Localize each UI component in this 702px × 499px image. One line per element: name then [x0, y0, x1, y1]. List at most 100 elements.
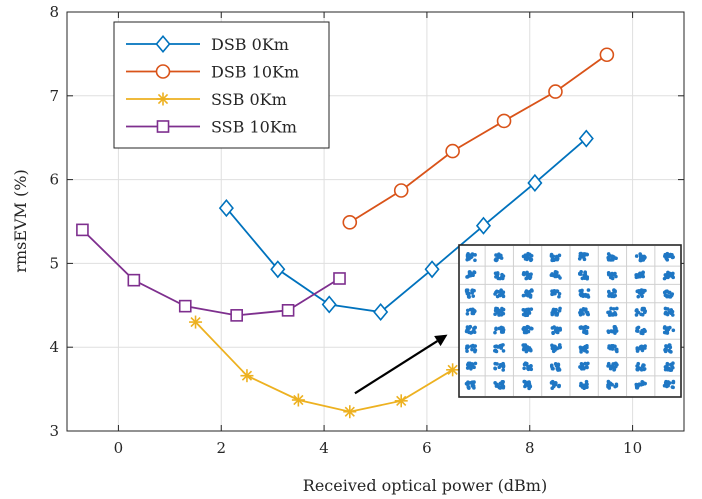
- constellation-point: [470, 289, 474, 293]
- constellation-point: [663, 252, 668, 257]
- constellation-point: [636, 310, 641, 315]
- constellation-point: [607, 290, 611, 295]
- constellation-cluster: [634, 270, 646, 280]
- constellation-point: [529, 272, 533, 276]
- constellation-point: [639, 312, 643, 317]
- constellation-point: [668, 368, 672, 372]
- constellation-point: [582, 254, 586, 259]
- constellation-point: [664, 310, 668, 315]
- constellation-point: [522, 346, 526, 350]
- constellation-point: [499, 310, 504, 314]
- constellation-point: [612, 324, 617, 329]
- constellation-cluster: [550, 289, 562, 299]
- constellation-cluster: [662, 270, 675, 281]
- legend-marker: [155, 64, 171, 79]
- constellation-cluster: [663, 306, 675, 317]
- constellation-point: [580, 276, 585, 281]
- data-point: [393, 183, 409, 198]
- constellation-point: [466, 382, 470, 387]
- constellation-point: [501, 368, 506, 372]
- data-point: [230, 309, 243, 322]
- legend-marker: [155, 34, 171, 54]
- constellation-cluster: [606, 379, 619, 390]
- constellation-point: [642, 310, 647, 315]
- constellation-point: [467, 271, 472, 276]
- constellation-cluster: [577, 251, 590, 262]
- constellation-point: [499, 345, 504, 349]
- constellation-point: [521, 272, 526, 277]
- legend-entry: DSB 0Km: [126, 34, 289, 54]
- legend-box: [113, 21, 330, 149]
- constellation-point: [521, 308, 526, 312]
- constellation-point: [670, 364, 674, 368]
- constellation-point: [639, 344, 644, 349]
- constellation-point: [671, 328, 676, 333]
- constellation-point: [555, 289, 559, 293]
- constellation-point: [472, 344, 476, 349]
- asterisk-stroke: [293, 394, 304, 406]
- constellation-point: [493, 344, 497, 349]
- constellation-point: [582, 273, 586, 278]
- constellation-point: [527, 382, 532, 387]
- data-point: [599, 47, 615, 63]
- constellation-point: [613, 311, 617, 315]
- constellation-point: [527, 256, 532, 260]
- asterisk-stroke: [447, 364, 458, 375]
- legend-entry: SSB 0Km: [126, 90, 287, 109]
- constellation-point: [670, 292, 675, 296]
- constellation-point: [612, 307, 616, 311]
- constellation-cluster: [549, 361, 562, 372]
- constellation-point: [467, 364, 472, 369]
- constellation-point: [638, 274, 642, 279]
- constellation-point: [582, 348, 587, 353]
- legend-marker: [156, 120, 170, 133]
- series-line: [225, 137, 587, 313]
- data-point: [178, 299, 192, 313]
- constellation-point: [495, 294, 500, 299]
- constellation-point: [465, 254, 470, 259]
- constellation-point: [465, 312, 470, 316]
- constellation-cluster: [578, 324, 590, 335]
- constellation-point: [469, 255, 474, 259]
- constellation-point: [607, 380, 611, 385]
- data-point: [218, 199, 234, 218]
- constellation-point: [464, 346, 469, 351]
- data-point: [343, 405, 357, 419]
- constellation-point: [668, 271, 672, 276]
- constellation-point: [525, 345, 529, 350]
- data-point: [321, 295, 337, 314]
- constellation-cluster: [606, 252, 618, 262]
- constellation-point: [667, 310, 672, 314]
- constellation-cluster: [493, 379, 506, 390]
- constellation-point: [473, 361, 478, 366]
- constellation-point: [553, 291, 557, 296]
- constellation-point: [500, 362, 505, 367]
- constellation-cluster: [464, 343, 478, 354]
- constellation-point: [558, 306, 562, 311]
- data-point: [189, 315, 203, 329]
- constellation-cluster: [493, 343, 506, 354]
- constellation-point: [493, 366, 498, 371]
- constellation-point: [527, 311, 532, 315]
- constellation-point: [493, 381, 497, 385]
- constellation-point: [553, 361, 558, 366]
- constellation-point: [582, 257, 587, 262]
- constellation-point: [635, 329, 639, 333]
- x-tick-label: 0: [114, 439, 124, 457]
- constellation-point: [667, 343, 672, 347]
- data-point: [496, 113, 512, 129]
- constellation-point: [495, 306, 500, 311]
- constellation-point: [642, 306, 646, 311]
- constellation-point: [578, 292, 583, 297]
- constellation-point: [525, 307, 529, 312]
- data-point: [424, 260, 440, 279]
- data-point: [291, 393, 305, 407]
- pointer-arrow-head: [434, 334, 448, 347]
- series-dsb-10km: [342, 47, 615, 230]
- constellation-point: [581, 366, 585, 371]
- constellation-point: [521, 312, 526, 317]
- constellation-point: [577, 256, 582, 261]
- constellation-point: [472, 347, 477, 352]
- legend-entry: DSB 10Km: [126, 63, 299, 82]
